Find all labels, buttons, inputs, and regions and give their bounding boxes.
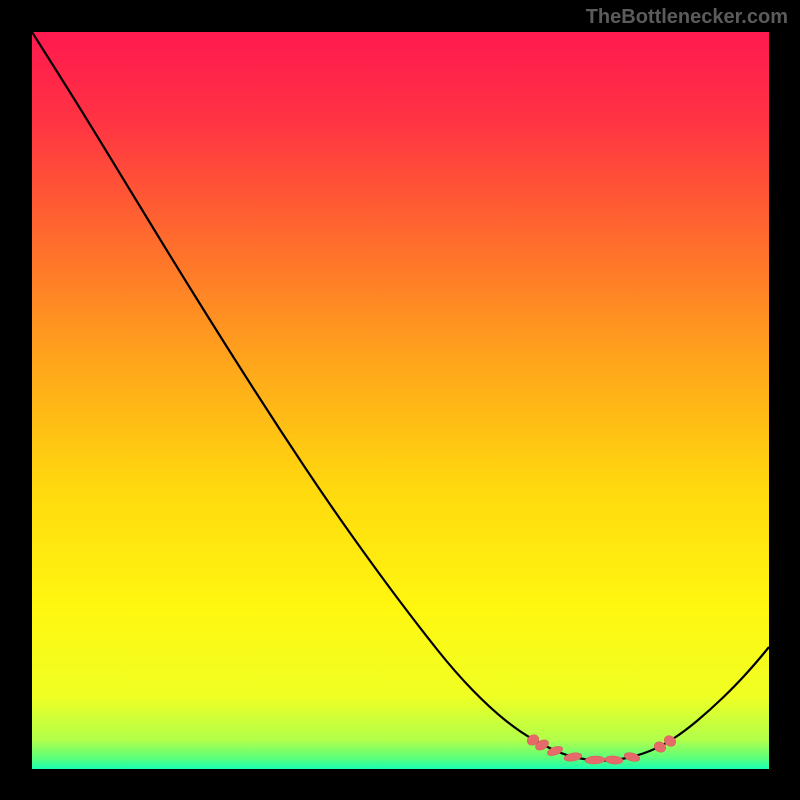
bottleneck-chart (0, 0, 800, 800)
plot-background (32, 32, 769, 769)
watermark: TheBottlenecker.com (586, 6, 788, 29)
